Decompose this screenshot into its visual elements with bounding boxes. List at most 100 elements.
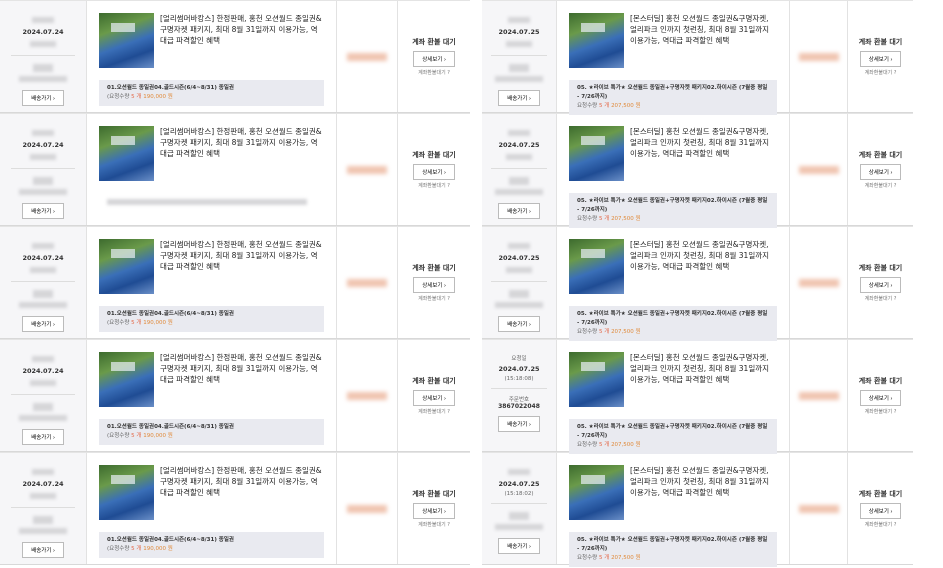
refund-status: 계좌 환불 대기 [412, 151, 456, 159]
refund-help-link[interactable]: 계좌환불대기 ? [418, 70, 450, 76]
blurred-text [495, 524, 543, 530]
product-title[interactable]: [몬스터딜] 홍천 오션월드 종일권&구명자켓, 얼리파크 인까지 첫런칭, 최… [630, 353, 770, 384]
shipping-button[interactable]: 배송가기 › [22, 316, 64, 332]
blurred-text [33, 177, 53, 185]
price-cell [790, 453, 848, 564]
order-date: 2024.07.25 [498, 141, 540, 149]
blurred-text [506, 154, 532, 160]
product-thumbnail[interactable] [569, 465, 624, 520]
price-cell [790, 1, 848, 112]
detail-button[interactable]: 상세보기 › [859, 390, 902, 406]
option-name: 05. ★라이브 특가★ 오션월드 종일권+구명자켓 패키지02.하이시즌 (7… [577, 537, 768, 552]
product-thumbnail[interactable] [99, 465, 154, 520]
blurred-text [508, 469, 530, 475]
quantity: 5 개 [599, 216, 610, 222]
detail-button[interactable]: 상세보기 › [413, 164, 455, 180]
blurred-text [495, 189, 543, 195]
quantity: 5 개 [599, 442, 610, 448]
product-thumbnail[interactable] [99, 239, 154, 294]
product-title[interactable]: [얼리썸머바캉스] 한정판매, 홍천 오션월드 종일권&구명자켓 패키지, 최대… [160, 14, 322, 45]
price-cell [337, 453, 398, 564]
option-price: 190,000 원 [143, 433, 173, 439]
shipping-button[interactable]: 배송가기 › [498, 203, 540, 219]
shipping-button[interactable]: 배송가기 › [22, 90, 64, 106]
status-cell: 계좌 환불 대기 상세보기 › 계좌환불대기 ? [398, 1, 470, 112]
product-cell: [몬스터딜] 홍천 오션월드 종일권&구명자켓, 얼리파크 인까지 첫런칭, 최… [557, 1, 790, 115]
detail-button[interactable]: 상세보기 › [413, 51, 455, 67]
blurred-text [19, 528, 67, 534]
product-thumbnail[interactable] [99, 352, 154, 407]
order-time: (15:18:08) [504, 376, 534, 382]
product-title[interactable]: [얼리썸머바캉스] 한정판매, 홍천 오션월드 종일권&구명자켓 패키지, 최대… [160, 240, 322, 271]
shipping-button[interactable]: 배송가기 › [22, 203, 64, 219]
order-number: 3867022048 [498, 403, 540, 410]
refund-help-link[interactable]: 계좌환불대기 ? [864, 70, 897, 76]
product-title[interactable]: [얼리썸머바캉스] 한정판매, 홍천 오션월드 종일권&구명자켓 패키지, 최대… [160, 127, 322, 158]
order-row: 2024.07.24 배송가기 › [얼리썸머바캉스] 한정판매, 홍천 오션월… [0, 452, 470, 565]
shipping-button[interactable]: 배송가기 › [498, 90, 540, 106]
option-name: 01.오션월드 종일권04.골드시즌(6/4~8/31) 종일권 [107, 311, 234, 317]
order-row: 2024.07.25 배송가기 › [몬스터딜] 홍천 오션월드 종일권&구명자… [482, 113, 913, 228]
blurred-text [19, 302, 67, 308]
product-title[interactable]: [얼리썸머바캉스] 한정판매, 홍천 오션월드 종일권&구명자켓 패키지, 최대… [160, 466, 322, 497]
product-thumbnail[interactable] [569, 126, 624, 181]
shipping-button[interactable]: 배송가기 › [22, 429, 64, 445]
quantity-label: (요청수량 [107, 433, 130, 439]
order-date-cell: 2024.07.25 배송가기 › [482, 114, 557, 225]
product-thumbnail[interactable] [99, 126, 154, 181]
refund-help-link[interactable]: 계좌환불대기 ? [864, 522, 897, 528]
shipping-button[interactable]: 배송가기 › [498, 416, 540, 432]
order-row: 2024.07.25 배송가기 › [몬스터딜] 홍천 오션월드 종일권&구명자… [482, 226, 913, 341]
product-title[interactable]: [몬스터딜] 홍천 오션월드 종일권&구명자켓, 얼리파크 인까지 첫런칭, 최… [630, 127, 770, 158]
option-price: 190,000 원 [143, 546, 173, 552]
refund-status: 계좌 환불 대기 [858, 377, 903, 385]
option-box: 01.오션월드 종일권04.골드시즌(6/4~8/31) 종일권 (요청수량 5… [99, 306, 324, 332]
product-thumbnail[interactable] [99, 13, 154, 68]
request-label: 요청일 [511, 356, 527, 362]
blurred-text [30, 267, 56, 273]
blurred-text [495, 76, 543, 82]
refund-help-link[interactable]: 계좌환불대기 ? [864, 409, 897, 415]
status-cell: 계좌 환불 대기 상세보기 › 계좌환불대기 ? [848, 340, 913, 451]
status-cell: 계좌 환불 대기 상세보기 › 계좌환불대기 ? [848, 1, 913, 112]
refund-help-link[interactable]: 계좌환불대기 ? [418, 409, 450, 415]
detail-button[interactable]: 상세보기 › [413, 503, 455, 519]
blurred-text [19, 189, 67, 195]
detail-button[interactable]: 상세보기 › [859, 503, 902, 519]
refund-help-link[interactable]: 계좌환불대기 ? [864, 296, 897, 302]
detail-button[interactable]: 상세보기 › [859, 164, 902, 180]
quantity-label: 요청수량 [577, 103, 598, 109]
refund-help-link[interactable]: 계좌환불대기 ? [418, 183, 450, 189]
refund-help-link[interactable]: 계좌환불대기 ? [864, 183, 897, 189]
divider [491, 281, 547, 282]
product-title[interactable]: [얼리썸머바캉스] 한정판매, 홍천 오션월드 종일권&구명자켓 패키지, 최대… [160, 353, 322, 384]
order-row: 요청일 2024.07.25 (15:18:08) 주문번호 386702204… [482, 339, 913, 454]
detail-button[interactable]: 상세보기 › [859, 277, 902, 293]
product-cell: [얼리썸머바캉스] 한정판매, 홍천 오션월드 종일권&구명자켓 패키지, 최대… [87, 114, 337, 225]
detail-button[interactable]: 상세보기 › [413, 277, 455, 293]
blurred-text [506, 41, 532, 47]
status-cell: 계좌 환불 대기 상세보기 › 계좌환불대기 ? [848, 453, 913, 564]
shipping-button[interactable]: 배송가기 › [22, 542, 64, 558]
detail-button[interactable]: 상세보기 › [413, 390, 455, 406]
option-price: 207,500 원 [611, 442, 641, 448]
order-date-cell: 2024.07.25 배송가기 › [482, 1, 557, 112]
refund-help-link[interactable]: 계좌환불대기 ? [418, 522, 450, 528]
detail-button[interactable]: 상세보기 › [859, 51, 902, 67]
refund-status: 계좌 환불 대기 [858, 38, 903, 46]
option-name: 01.오션월드 종일권04.골드시즌(6/4~8/31) 종일권 [107, 424, 234, 430]
product-thumbnail[interactable] [569, 352, 624, 407]
quantity-label: 요청수량 [577, 216, 598, 222]
shipping-button[interactable]: 배송가기 › [498, 538, 540, 554]
order-date-cell: 2024.07.24 배송가기 › [0, 1, 87, 112]
blurred-text [30, 154, 56, 160]
product-title[interactable]: [몬스터딜] 홍천 오션월드 종일권&구명자켓, 얼리파크 인까지 첫런칭, 최… [630, 466, 770, 497]
refund-help-link[interactable]: 계좌환불대기 ? [418, 296, 450, 302]
product-title[interactable]: [몬스터딜] 홍천 오션월드 종일권&구명자켓, 얼리파크 인까지 첫런칭, 최… [630, 14, 770, 45]
product-cell: [얼리썸머바캉스] 한정판매, 홍천 오션월드 종일권&구명자켓 패키지, 최대… [87, 340, 337, 451]
product-thumbnail[interactable] [569, 239, 624, 294]
shipping-button[interactable]: 배송가기 › [498, 316, 540, 332]
product-cell: [얼리썸머바캉스] 한정판매, 홍천 오션월드 종일권&구명자켓 패키지, 최대… [87, 1, 337, 112]
product-title[interactable]: [몬스터딜] 홍천 오션월드 종일권&구명자켓, 얼리파크 인까지 첫런칭, 최… [630, 240, 770, 271]
product-thumbnail[interactable] [569, 13, 624, 68]
